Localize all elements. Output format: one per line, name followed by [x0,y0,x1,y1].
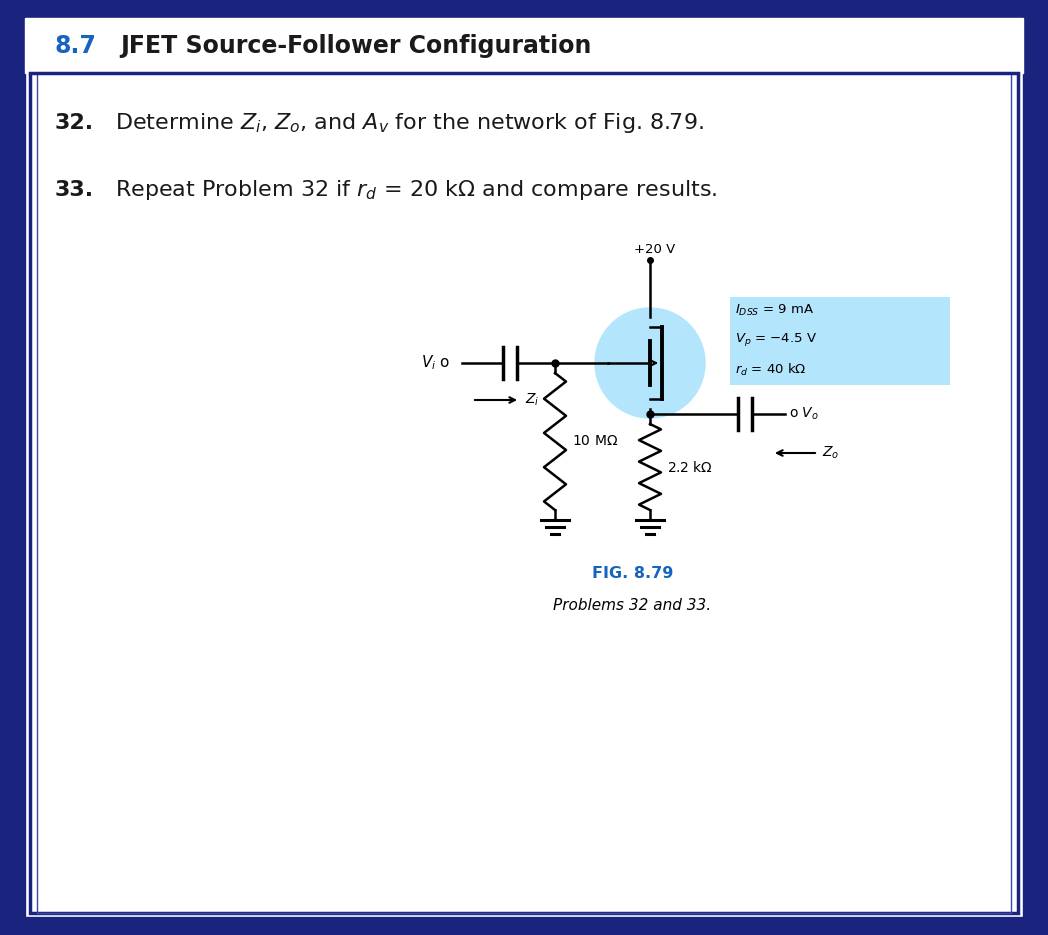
Bar [0,917,1048,935]
Text: JFET Source-Follower Configuration: JFET Source-Follower Configuration [121,34,591,58]
Text: Repeat Problem 32 if $r_d$ = 20 k$\Omega$ and compare results.: Repeat Problem 32 if $r_d$ = 20 k$\Omega… [115,178,717,202]
Text: 33.: 33. [54,180,94,200]
Text: Determine $Z_i$, $Z_o$, and $A_v$ for the network of Fig. 8.79.: Determine $Z_i$, $Z_o$, and $A_v$ for th… [115,111,704,135]
Text: $I_{DSS}$ = 9 mA: $I_{DSS}$ = 9 mA [735,302,814,318]
Text: Problems 32 and 33.: Problems 32 and 33. [553,597,712,612]
Bar [25,18,1023,73]
Bar [1023,0,1048,935]
Text: o $V_o$: o $V_o$ [789,406,818,423]
Text: 32.: 32. [54,113,94,133]
Text: 2.2 k$\Omega$: 2.2 k$\Omega$ [667,459,713,474]
FancyBboxPatch shape [730,297,949,385]
Text: FIG. 8.79: FIG. 8.79 [592,566,673,581]
Text: $Z_i$: $Z_i$ [525,392,540,409]
Bar [0,0,25,935]
Text: $V_p$ = −4.5 V: $V_p$ = −4.5 V [735,332,817,349]
Circle shape [595,308,705,418]
Text: 8.7: 8.7 [54,34,96,58]
Text: $Z_o$: $Z_o$ [822,445,839,461]
Text: +20 V: +20 V [634,243,676,256]
Text: $V_i$ o: $V_i$ o [421,353,450,372]
Text: 10 M$\Omega$: 10 M$\Omega$ [572,435,618,449]
Text: $r_d$ = 40 k$\Omega$: $r_d$ = 40 k$\Omega$ [735,362,807,378]
Bar [0,0,1048,20]
